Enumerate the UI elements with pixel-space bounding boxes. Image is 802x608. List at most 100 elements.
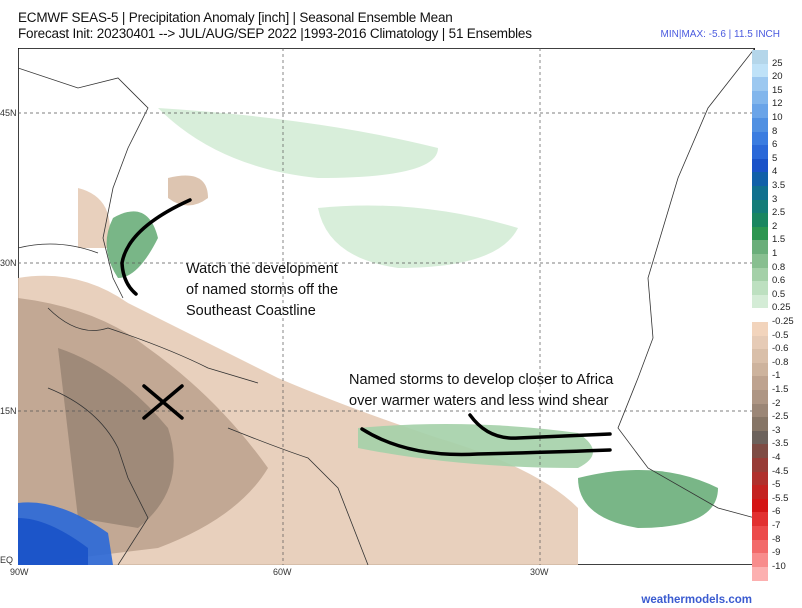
colorbar-label: -10 xyxy=(772,560,786,572)
colorbar-label: 6 xyxy=(772,139,778,151)
precipitation-anomaly-map xyxy=(18,48,755,565)
colorbar-swatch xyxy=(752,254,768,269)
colorbar-label: 1 xyxy=(772,248,778,259)
colorbar-swatch xyxy=(752,512,768,527)
annotation-africa: Named storms to develop closer to Africa… xyxy=(349,370,613,412)
lon-label-90w: 90W xyxy=(10,567,29,577)
colorbar-swatch xyxy=(752,566,768,581)
colorbar-label: -4 xyxy=(772,452,781,463)
colorbar-label: 10 xyxy=(772,112,783,123)
colorbar-swatch xyxy=(752,444,768,459)
colorbar-swatch xyxy=(752,308,768,323)
colorbar-label: -3 xyxy=(772,424,781,436)
colorbar-label: -0.5 xyxy=(772,329,789,341)
colorbar-label: 0.8 xyxy=(772,261,786,273)
colorbar-swatch xyxy=(752,226,768,241)
colorbar-label: 0.5 xyxy=(772,288,786,300)
colorbar-label: -0.8 xyxy=(772,356,789,368)
chart-title: ECMWF SEAS-5 | Precipitation Anomaly [in… xyxy=(18,10,453,25)
lon-label-30w: 30W xyxy=(530,567,549,577)
colorbar-swatch xyxy=(752,539,768,554)
colorbar-swatch xyxy=(752,526,768,541)
colorbar-label: -1 xyxy=(772,370,781,382)
colorbar-label: 8 xyxy=(772,125,778,137)
colorbar-label: 15 xyxy=(772,84,783,96)
coastlines xyxy=(18,48,755,565)
colorbar-swatch xyxy=(752,172,768,187)
x-marker xyxy=(142,384,184,420)
colorbar-label: 0.25 xyxy=(772,302,791,314)
colorbar-swatch xyxy=(752,50,768,65)
colorbar-swatch xyxy=(752,267,768,282)
colorbar-swatch xyxy=(752,199,768,214)
colorbar-swatch xyxy=(752,213,768,228)
colorbar-label: 3.5 xyxy=(772,180,786,191)
colorbar-swatch xyxy=(752,349,768,364)
colorbar-swatch xyxy=(752,485,768,500)
annotation-line: over warmer waters and less wind shear xyxy=(349,393,609,409)
annotation-line: of named storms off the xyxy=(186,282,339,298)
min-max-readout: MIN|MAX: -5.6 | 11.5 INCH xyxy=(660,29,780,40)
lat-label-30n: 30N xyxy=(0,258,17,268)
lat-label-45n: 45N xyxy=(0,108,17,118)
colorbar-label: -2.5 xyxy=(772,411,789,423)
colorbar-swatch xyxy=(752,145,768,160)
colorbar-swatch xyxy=(752,471,768,486)
annotation-line: Watch the development xyxy=(186,261,338,277)
colorbar-swatch xyxy=(752,294,768,309)
colorbar-label: -0.25 xyxy=(772,316,794,327)
colorbar-label: 1.5 xyxy=(772,234,786,246)
gridlines xyxy=(18,48,755,565)
colorbar-label: 12 xyxy=(772,98,783,110)
colorbar-swatch xyxy=(752,458,768,473)
colorbar-label: -0.6 xyxy=(772,343,789,355)
main-development-track xyxy=(360,427,612,457)
colorbar-label: -6 xyxy=(772,506,781,518)
colorbar-label: -4.5 xyxy=(772,465,789,477)
colorbar-label: -3.5 xyxy=(772,438,789,450)
colorbar-swatch xyxy=(752,281,768,296)
lon-label-60w: 60W xyxy=(273,567,292,577)
annotation-southeast: Watch the development of named storms of… xyxy=(186,259,338,322)
colorbar-swatch xyxy=(752,158,768,173)
colorbar-label: 25 xyxy=(772,57,783,69)
colorbar-swatch xyxy=(752,390,768,405)
colorbar-swatch xyxy=(752,322,768,337)
colorbar-swatch xyxy=(752,77,768,92)
colorbar-label: 4 xyxy=(772,166,778,178)
colorbar-label: -1.5 xyxy=(772,384,789,395)
chart-subtitle: Forecast Init: 20230401 --> JUL/AUG/SEP … xyxy=(18,26,532,41)
colorbar-label: 2.5 xyxy=(772,207,786,219)
colorbar-swatch xyxy=(752,417,768,432)
colorbar-swatch xyxy=(752,335,768,350)
lat-label-eq: EQ xyxy=(0,555,14,565)
colorbar-swatch xyxy=(752,118,768,133)
colorbar-swatch xyxy=(752,63,768,78)
colorbar-swatch xyxy=(752,186,768,201)
africa-track xyxy=(468,413,612,440)
lat-label-15n: 15N xyxy=(0,406,17,416)
colorbar-swatch xyxy=(752,104,768,119)
colorbar-label: 2 xyxy=(772,220,778,232)
colorbar-swatch xyxy=(752,376,768,391)
colorbar-swatch xyxy=(752,430,768,445)
colorbar-label: -7 xyxy=(772,520,781,531)
colorbar-swatch xyxy=(752,498,768,513)
colorbar-label: -8 xyxy=(772,533,781,545)
storm-track-annotations xyxy=(120,198,612,457)
colorbar-label: -5.5 xyxy=(772,492,789,504)
colorbar-swatch xyxy=(752,240,768,255)
colorbar-swatch xyxy=(752,403,768,418)
colorbar-label: -5 xyxy=(772,479,781,491)
annotation-line: Named storms to develop closer to Africa xyxy=(349,372,614,388)
colorbar-swatch xyxy=(752,90,768,105)
colorbar-label: -2 xyxy=(772,397,781,409)
colorbar-swatch xyxy=(752,553,768,568)
colorbar-label: 20 xyxy=(772,71,783,83)
colorbar-label: 3 xyxy=(772,193,778,205)
credit-link[interactable]: weathermodels.com xyxy=(641,594,752,606)
colorbar-label: -9 xyxy=(772,547,781,559)
colorbar-swatch xyxy=(752,362,768,377)
southeast-coast-arc xyxy=(120,198,192,296)
annotation-line: Southeast Coastline xyxy=(186,303,316,319)
